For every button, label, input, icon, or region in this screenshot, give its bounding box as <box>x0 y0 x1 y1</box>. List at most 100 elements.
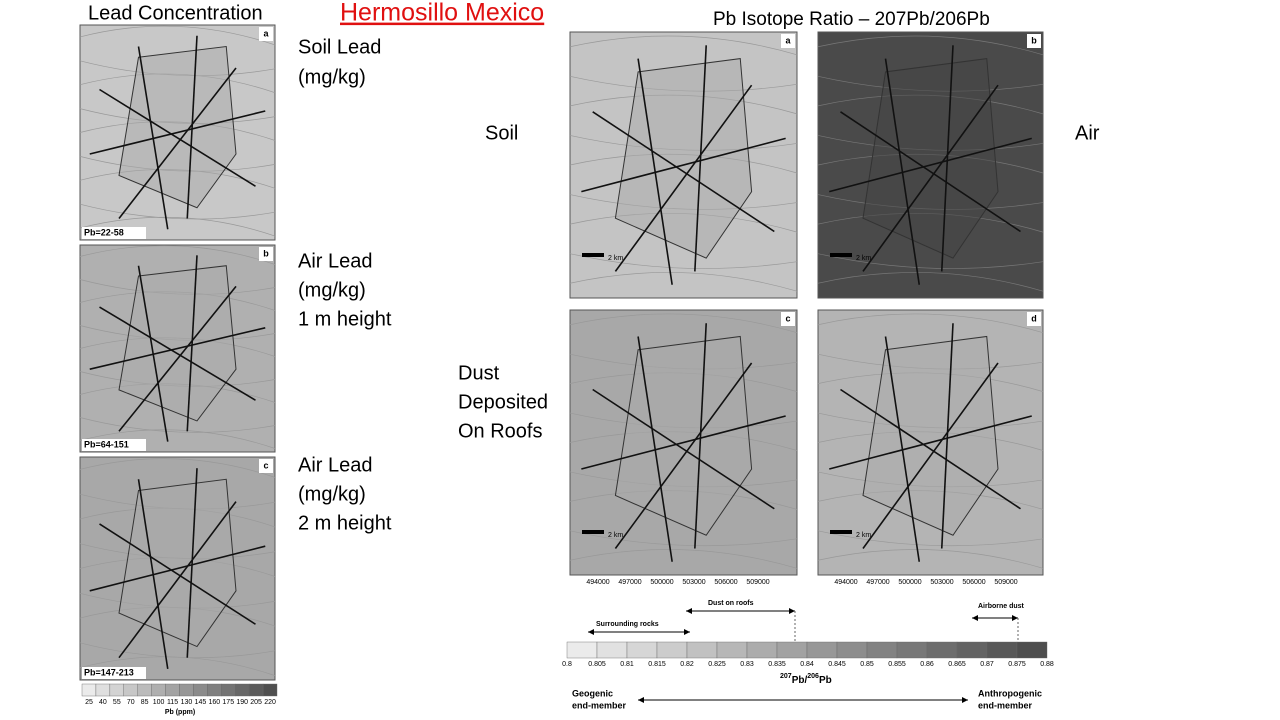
contour <box>79 458 276 478</box>
label-part: 206 <box>807 673 819 680</box>
colorbar-tick: 100 <box>153 699 165 706</box>
colorbar-tick: 0.875 <box>1008 661 1026 668</box>
colorbar-tick: 40 <box>99 699 107 706</box>
contour <box>569 549 798 569</box>
colorbar-cell <box>235 683 250 697</box>
colorbar-cell <box>746 641 778 659</box>
contour <box>79 245 276 265</box>
range-label: Surrounding rocks <box>596 621 659 628</box>
colorbar-tick: 0.84 <box>800 661 814 668</box>
urban-area <box>118 265 237 422</box>
contour <box>817 35 1044 56</box>
urban-area <box>862 58 999 259</box>
panel-letter: d <box>1031 313 1037 323</box>
colorbar-cell <box>596 641 628 659</box>
panel-letter: c <box>785 313 790 323</box>
letter-box <box>1027 34 1041 48</box>
colorbar-tick: 0.88 <box>1040 661 1054 668</box>
range-label: Dust on roofs <box>708 600 754 607</box>
colorbar-tick: 190 <box>236 699 248 706</box>
row-label: Deposited <box>458 391 548 413</box>
colorbar-tick: 0.815 <box>648 661 666 668</box>
road <box>614 84 753 272</box>
road <box>186 468 198 658</box>
colorbar-label: 207Pb/206Pb <box>780 673 832 686</box>
contour <box>79 25 276 46</box>
range-label: Pb=22-58 <box>84 227 124 237</box>
x-tick-label: 500000 <box>898 579 921 586</box>
letter-box <box>259 27 273 41</box>
x-tick-label: 497000 <box>866 579 889 586</box>
contour <box>817 253 1044 269</box>
map-caption: (mg/kg) <box>298 66 366 88</box>
colorbar-tick: 85 <box>141 699 149 706</box>
panel-letter: b <box>1031 35 1037 45</box>
x-tick-label: 509000 <box>994 579 1017 586</box>
colorbar-tick: 0.82 <box>680 661 694 668</box>
x-tick-label: 497000 <box>618 579 641 586</box>
colorbar-tick: 55 <box>113 699 121 706</box>
colorbar-cell <box>806 641 838 659</box>
x-tick-label: 506000 <box>714 579 737 586</box>
colorbar-cell <box>193 683 208 697</box>
road <box>89 545 266 592</box>
colorbar-tick: 0.835 <box>768 661 786 668</box>
colorbar-tick: 0.81 <box>620 661 634 668</box>
road <box>829 137 1032 193</box>
colorbar-cell <box>137 683 152 697</box>
scale-label: 2 km <box>608 255 623 262</box>
end-member: Geogenic <box>572 688 613 698</box>
road <box>940 45 954 272</box>
road <box>99 88 256 187</box>
colorbar-tick: 0.865 <box>948 661 966 668</box>
end-member: Anthropogenic <box>978 688 1042 698</box>
scale-bar <box>582 530 604 534</box>
colorbar-cell <box>1016 641 1048 659</box>
colorbar-cell <box>151 683 166 697</box>
panel-letter: b <box>263 248 269 258</box>
colorbar-tick: 0.87 <box>980 661 994 668</box>
map-caption: (mg/kg) <box>298 483 366 505</box>
map-caption: (mg/kg) <box>298 279 366 301</box>
contour <box>569 313 798 334</box>
scale-label: 2 km <box>856 532 871 539</box>
range-label: Pb=147-213 <box>84 667 134 677</box>
x-tick-label: 503000 <box>682 579 705 586</box>
road <box>940 323 954 549</box>
slide-title: Hermosillo Mexico <box>340 0 544 27</box>
colorbar-cell <box>986 641 1018 659</box>
panel-letter: a <box>263 28 269 38</box>
colorbar-tick: 0.825 <box>708 661 726 668</box>
colorbar-cell <box>95 683 111 697</box>
x-tick-label: 494000 <box>586 579 609 586</box>
colorbar-label: Pb (ppm) <box>165 709 195 716</box>
contour <box>569 272 798 292</box>
road <box>581 137 786 193</box>
colorbar-cell <box>956 641 988 659</box>
letter-box <box>259 459 273 473</box>
letter-box <box>1027 312 1041 326</box>
contour <box>817 549 1044 569</box>
colorbar-cell <box>123 683 138 697</box>
colorbar-tick: 145 <box>195 699 207 706</box>
contour <box>817 272 1044 292</box>
colorbar-cell <box>179 683 194 697</box>
range-box <box>82 667 146 679</box>
x-tick-label: 503000 <box>930 579 953 586</box>
row-label: On Roofs <box>458 420 542 442</box>
colorbar-cell <box>626 641 658 659</box>
colorbar-tick: 0.85 <box>860 661 874 668</box>
letter-box <box>781 34 795 48</box>
urban-area <box>614 335 753 536</box>
road <box>186 255 198 432</box>
end-member: end-member <box>978 700 1033 710</box>
colorbar-tick: 0.805 <box>588 661 606 668</box>
scale-bar <box>582 253 604 257</box>
map-caption: Air Lead <box>298 250 373 272</box>
map-caption: 2 m height <box>298 512 392 534</box>
contour <box>79 417 276 433</box>
road <box>829 415 1032 470</box>
road <box>99 523 256 625</box>
colorbar-cell <box>656 641 688 659</box>
